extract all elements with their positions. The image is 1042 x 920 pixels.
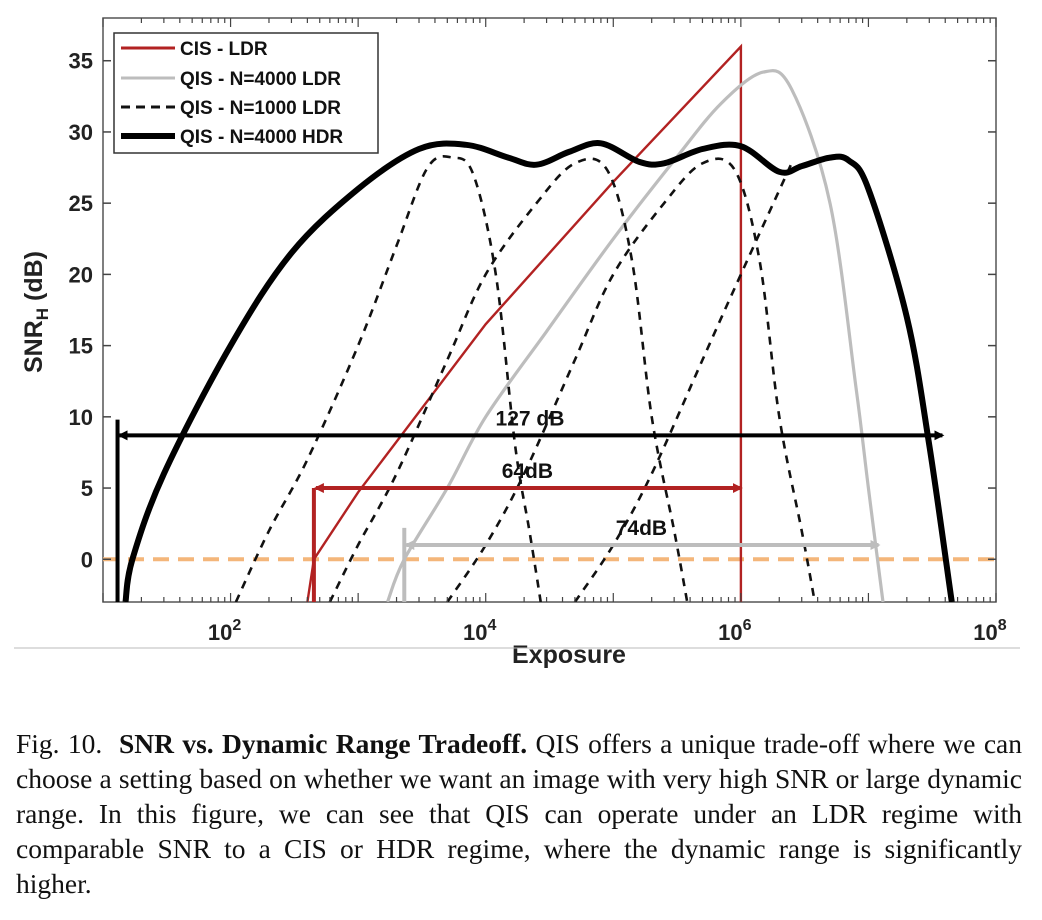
caption-body: QIS offers a unique trade-off where we c… (16, 728, 1022, 899)
series-qis-n-1000-ldr-curve-4 (573, 162, 793, 602)
range-annotation-3-label: 74dB (616, 517, 667, 540)
legend-label-cis-ldr: CIS - LDR (180, 39, 268, 60)
x-tick-label-10000: 104 (463, 617, 496, 645)
x-tick-label-1000000: 106 (718, 617, 751, 645)
x-tick-label-100000000: 108 (973, 617, 1006, 645)
legend-label-qis-4000-hdr: QIS - N=4000 HDR (180, 127, 343, 148)
series-qis-n-1000-ldr-curve-2 (328, 157, 689, 602)
y-tick-label-5: 5 (81, 476, 93, 501)
y-axis-title-unit: (dB) (20, 251, 48, 308)
y-axis-title: SNRH (dB) (20, 251, 52, 373)
y-tick-label-35: 35 (69, 49, 93, 74)
legend-label-qis-1000-ldr: QIS - N=1000 LDR (180, 98, 341, 119)
range-annotation-2-label: 64dB (502, 460, 553, 483)
range-annotation-1-label: 127 dB (496, 407, 565, 430)
legend: CIS - LDR QIS - N=4000 LDR QIS - N=1000 … (113, 32, 379, 154)
y-tick-label-25: 25 (69, 191, 93, 216)
figure-caption: Fig. 10. SNR vs. Dynamic Range Tradeoff.… (16, 726, 1022, 901)
y-tick-label-30: 30 (69, 120, 93, 145)
legend-label-qis-4000-ldr: QIS - N=4000 LDR (180, 69, 341, 90)
series-qis-n-4000-hdr-line (122, 140, 955, 602)
y-tick-label-20: 20 (69, 262, 93, 287)
y-axis-title-main: SNR (20, 320, 48, 373)
y-tick-label-0: 0 (81, 547, 93, 572)
x-axis-title: Exposure (512, 641, 626, 669)
x-tick-label-100: 102 (208, 617, 241, 645)
series-qis-n-4000-ldr-line (386, 69, 885, 602)
y-tick-label-15: 15 (69, 334, 93, 359)
y-axis-title-sub: H (33, 308, 52, 320)
caption-figure-label: Fig. 10. (16, 728, 103, 759)
y-tick-label-10: 10 (69, 405, 93, 430)
snr-dynamic-range-chart: 127 dB 64dB 74dB 0 5 10 15 20 25 30 35 102 104 106 10… (14, 17, 1020, 669)
caption-bold-title: SNR vs. Dynamic Range Tradeoff. (118, 728, 528, 759)
